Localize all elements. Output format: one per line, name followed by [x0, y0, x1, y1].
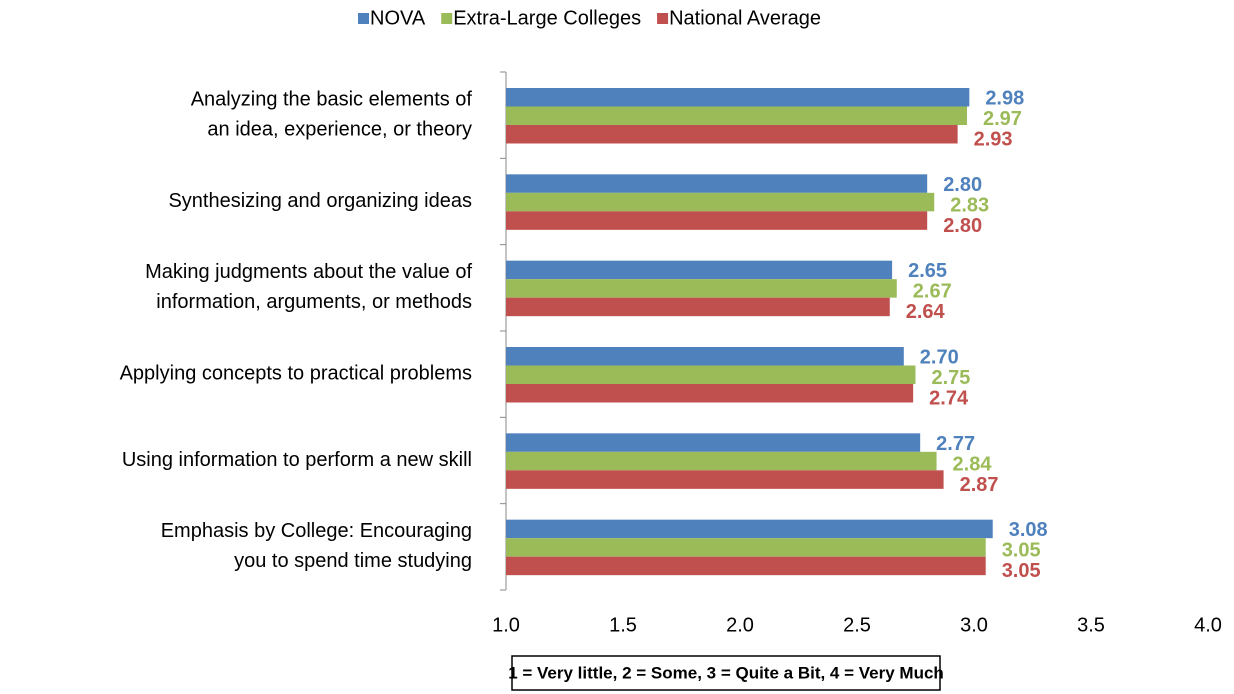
bar: [506, 556, 986, 576]
bar: [506, 106, 967, 125]
bar: [506, 125, 958, 144]
legend-swatch: [657, 13, 669, 24]
value-label: 2.70: [920, 347, 959, 369]
bar: [506, 365, 916, 384]
bar: [506, 174, 928, 193]
x-tick-label: 1.0: [492, 614, 520, 636]
value-label: 3.08: [1009, 519, 1048, 541]
value-label: 3.05: [1002, 540, 1041, 562]
category-label: Applying concepts to practical problems: [120, 362, 472, 384]
value-label: 2.77: [936, 433, 975, 455]
category-label: information, arguments, or methods: [156, 291, 472, 313]
x-tick-label: 2.5: [843, 614, 871, 636]
legend-label: NOVA: [370, 7, 426, 29]
legend-swatch: [358, 13, 369, 24]
value-label: 2.80: [943, 215, 982, 237]
x-tick-label: 1.5: [609, 614, 637, 636]
category-label: you to spend time studying: [234, 550, 472, 572]
bar: [506, 192, 935, 212]
value-label: 3.05: [1002, 560, 1041, 582]
bar: [506, 260, 893, 280]
x-tick-label: 3.5: [1077, 614, 1105, 636]
value-label: 2.84: [953, 453, 993, 475]
value-label: 2.64: [906, 301, 946, 323]
x-tick-label: 4.0: [1194, 614, 1222, 636]
legend-swatch: [441, 13, 453, 24]
bar: [506, 519, 993, 539]
value-label: 2.80: [943, 174, 982, 196]
value-label: 2.83: [950, 194, 989, 216]
value-label: 2.98: [985, 88, 1024, 110]
bar: [506, 451, 937, 471]
category-label: an idea, experience, or theory: [207, 118, 472, 140]
value-label: 2.74: [929, 388, 969, 410]
bar: [506, 279, 897, 298]
category-label: Emphasis by College: Encouraging: [161, 520, 472, 542]
bar: [506, 433, 921, 452]
category-label: Analyzing the basic elements of: [191, 88, 473, 110]
bar: [506, 211, 928, 230]
bar: [506, 384, 914, 403]
category-label: Using information to perform a new skill: [122, 449, 472, 471]
value-label: 2.67: [913, 281, 952, 303]
bar: [506, 88, 970, 107]
category-label: Making judgments about the value of: [145, 261, 472, 283]
category-label: Synthesizing and organizing ideas: [168, 190, 472, 212]
legend-label: National Average: [669, 7, 821, 29]
annotation: 1 = Very little, 2 = Some, 3 = Quite a B…: [508, 663, 944, 682]
bar: [506, 347, 904, 366]
x-tick-label: 2.0: [726, 614, 754, 636]
value-label: 2.97: [983, 108, 1022, 130]
value-label: 2.65: [908, 260, 947, 282]
x-tick-label: 3.0: [960, 614, 988, 636]
value-label: 2.87: [960, 474, 999, 496]
value-label: 2.75: [932, 367, 971, 389]
bar: [506, 297, 890, 317]
annotation-box: [511, 655, 941, 691]
legend-label: Extra-Large Colleges: [453, 7, 641, 29]
bar: [506, 538, 986, 557]
value-label: 2.93: [974, 129, 1013, 151]
bar: [506, 470, 944, 489]
